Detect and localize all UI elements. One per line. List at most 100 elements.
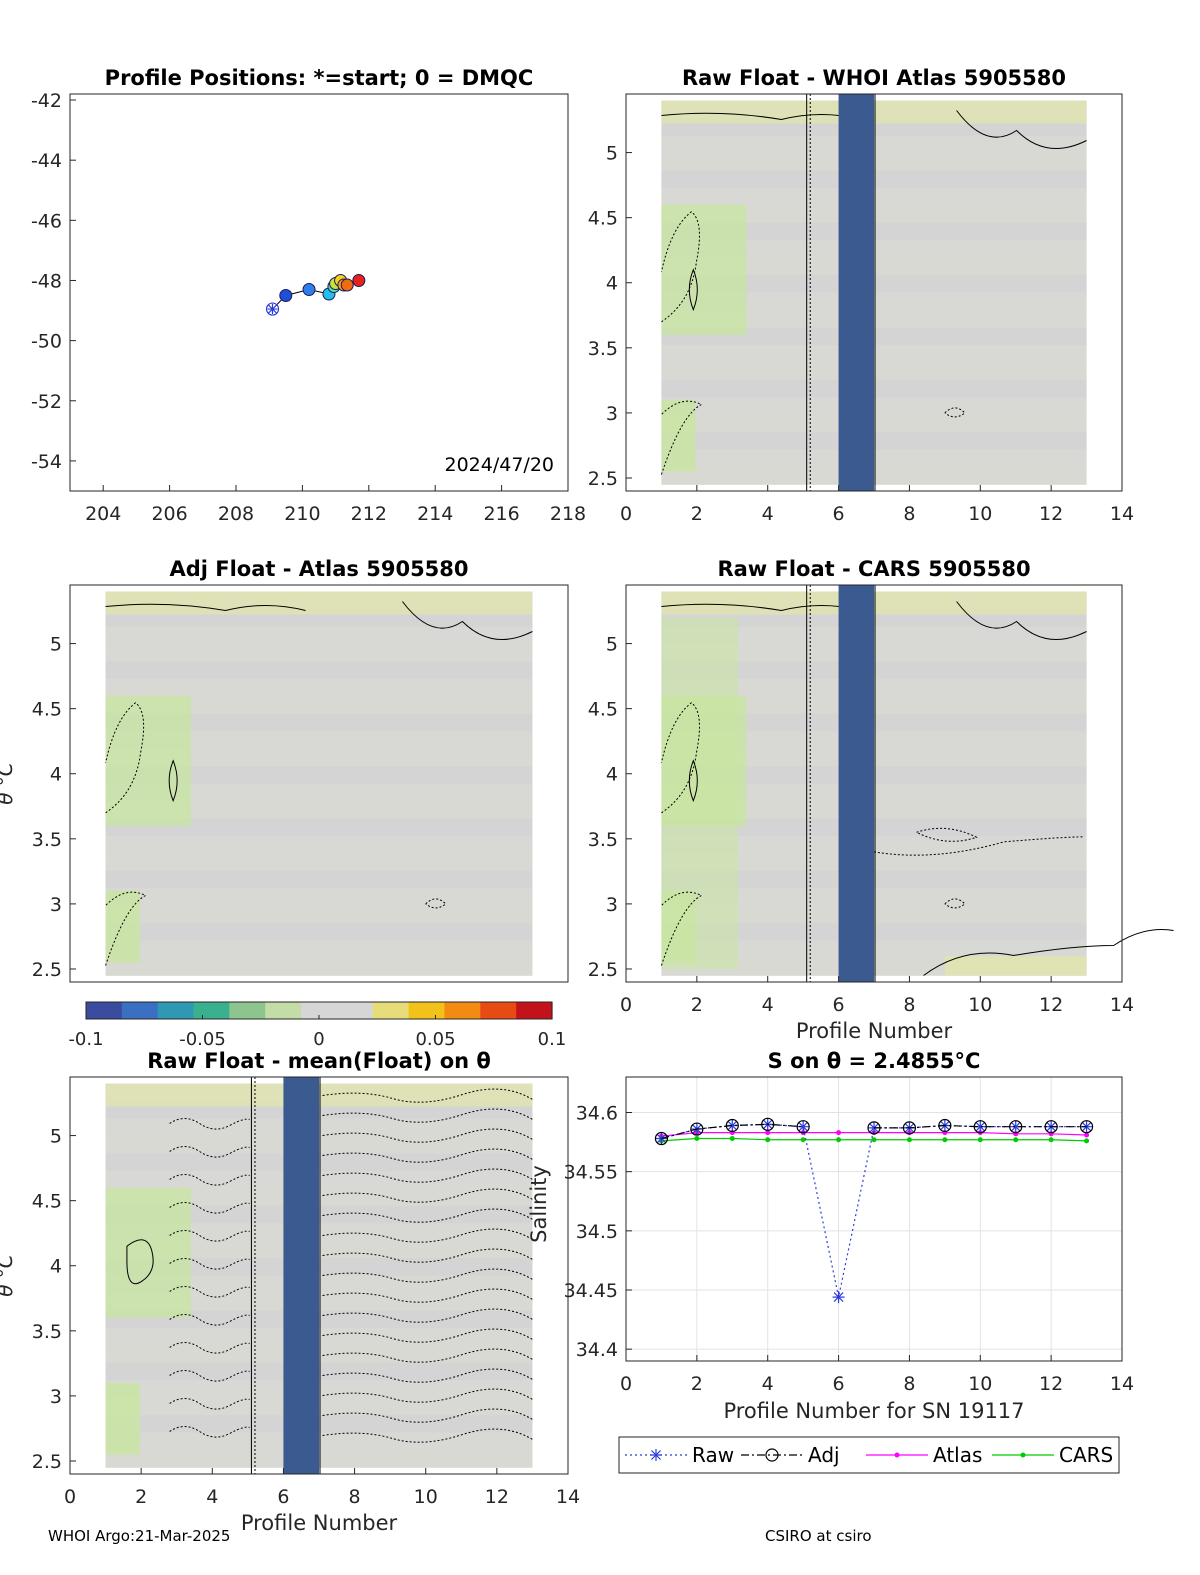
point-adj	[654, 1131, 669, 1146]
point-adj	[938, 1118, 952, 1133]
raw_mean-axes-frame	[69, 1076, 569, 1475]
point-raw	[797, 1120, 810, 1133]
adj_atlas-field	[105, 591, 533, 976]
raw_mean-contour-dotted-left	[169, 1342, 250, 1354]
raw_mean-green-patch	[105, 1187, 191, 1318]
raw_atlas-ytick-label: 4	[606, 273, 618, 295]
adj_atlas-yellow-top	[105, 591, 533, 615]
raw_mean-ytick-label: 3	[50, 1386, 62, 1408]
colorbar-tick-label: 0.05	[415, 1029, 455, 1050]
positions-xtick-label: 204	[85, 503, 121, 525]
profile-position-point	[279, 289, 293, 303]
raw_cars-xtick-label: 10	[968, 994, 992, 1016]
point-cars	[871, 1137, 877, 1143]
raw_atlas-xtick-label: 14	[1110, 503, 1134, 525]
raw_cars-contour-low	[660, 891, 703, 966]
raw_mean-contour-dotted	[322, 1308, 533, 1323]
adj_atlas-field-band	[105, 678, 533, 697]
salinity-axes-frame	[625, 1076, 1123, 1362]
point-cars	[942, 1137, 948, 1143]
positions-ytick-label: -42	[31, 90, 62, 112]
raw_atlas-ytick-label: 5	[606, 143, 618, 165]
raw_atlas-xtick-label: 12	[1039, 503, 1063, 525]
raw_cars-ytick-label: 5	[606, 634, 618, 656]
profile-position-point	[340, 278, 354, 292]
point-cars	[1013, 1137, 1019, 1143]
raw_mean-contour-dotted	[322, 1088, 533, 1103]
raw_mean-xtick-label: 14	[556, 1486, 580, 1508]
adj_atlas-ytick-label: 3	[50, 894, 62, 916]
raw_cars-xtick-label: 8	[903, 994, 915, 1016]
positions-ytick-label: -48	[31, 270, 62, 292]
raw_atlas-ytick-label: 2.5	[588, 468, 618, 490]
point-cars	[800, 1137, 806, 1143]
raw_atlas-contour-closed	[688, 268, 698, 312]
raw_mean-xtick-label: 4	[206, 1486, 218, 1508]
point-adj	[1009, 1120, 1023, 1134]
colorbar-tick-label: 0.1	[538, 1029, 567, 1050]
raw_atlas-axes-frame	[625, 93, 1123, 492]
adj_atlas-contour-dotted	[105, 702, 145, 814]
colorbar-segment	[121, 1002, 159, 1019]
raw_mean-contour-dotted	[322, 1368, 533, 1383]
positions-ytick-label: -54	[31, 451, 62, 473]
colorbar-segment	[301, 1002, 338, 1019]
colorbar-segment	[229, 1002, 266, 1019]
raw_mean-contour-dotted	[322, 1328, 533, 1343]
adj_atlas-field-band	[105, 958, 533, 976]
salinity-xtick-label: 6	[833, 1373, 845, 1395]
raw_mean-contour-dotted-left	[169, 1286, 250, 1298]
raw_mean-contour-dotted-left	[169, 1258, 250, 1270]
raw_mean-contour-dotted-left	[169, 1174, 250, 1186]
salinity-ytick-label: 34.55	[564, 1162, 618, 1184]
raw_atlas-xtick-label: 8	[903, 503, 915, 525]
raw_cars-green-wide	[661, 617, 738, 969]
raw_mean-contour-dotted	[322, 1228, 533, 1243]
raw_atlas-ytick-label: 3	[606, 403, 618, 425]
positions-ytick-label: -46	[31, 210, 62, 232]
colorbar-tick-label: -0.05	[179, 1029, 226, 1050]
adj_atlas-ylabel: θ °C	[0, 762, 17, 805]
raw_cars-contour-bottom	[923, 929, 1174, 976]
colorbar-segment	[480, 1002, 517, 1019]
raw_cars-ytick-label: 4	[606, 764, 618, 786]
legend-marker-cars	[1020, 1452, 1026, 1458]
point-adj	[796, 1120, 810, 1134]
raw_mean-title: Raw Float - mean(Float) on θ	[147, 1049, 491, 1073]
raw_cars-contour-lens	[916, 827, 978, 842]
raw_mean-contour-dotted-left	[169, 1146, 250, 1158]
salinity-xtick-label: 14	[1110, 1373, 1134, 1395]
raw_cars-axes-frame	[625, 584, 1123, 983]
raw_mean-ylabel: θ °C	[0, 1254, 17, 1297]
point-adj	[867, 1121, 881, 1135]
legend-label-atlas: Atlas	[933, 1443, 982, 1467]
raw_cars-ytick-label: 2.5	[588, 959, 618, 981]
positions-title: Profile Positions: *=start; 0 = DMQC	[105, 66, 534, 90]
salinity-xtick-label: 8	[903, 1373, 915, 1395]
raw_mean-contour-solid	[126, 1239, 154, 1285]
adj_atlas-field-band	[105, 905, 533, 924]
salinity-ylabel: Salinity	[527, 1165, 551, 1243]
raw_cars-ytick-label: 3.5	[588, 829, 618, 851]
point-cars	[977, 1137, 983, 1143]
raw_mean-contour-dotted-left	[169, 1370, 250, 1382]
raw_atlas-title: Raw Float - WHOI Atlas 5905580	[682, 66, 1066, 90]
raw_mean-xtick-label: 0	[64, 1486, 76, 1508]
adj_atlas-green-patch	[105, 695, 191, 826]
adj_atlas-contour-top	[105, 603, 306, 612]
adj_atlas-green-patch-low	[105, 890, 140, 963]
adj_atlas-field-band	[105, 853, 533, 872]
raw_cars-xlabel: Profile Number	[796, 1019, 953, 1043]
adj_atlas-axes-frame	[69, 584, 569, 983]
salinity-xtick-label: 12	[1039, 1373, 1063, 1395]
raw_cars-contour-top	[661, 603, 862, 612]
positions-xtick-label: 218	[550, 503, 586, 525]
adj_atlas-field-band	[105, 626, 533, 645]
raw_mean-xlabel: Profile Number	[241, 1511, 398, 1535]
raw_cars-ytick-label: 4.5	[588, 699, 618, 721]
footer-left: WHOI Argo:21-Mar-2025	[48, 1527, 231, 1545]
raw_mean-ytick-label: 2.5	[32, 1451, 62, 1473]
raw_mean-contour-dotted-left	[169, 1426, 250, 1438]
point-raw	[726, 1119, 739, 1132]
